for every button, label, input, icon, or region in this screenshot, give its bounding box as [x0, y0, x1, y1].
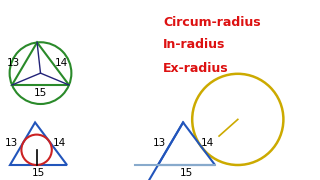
Text: Ex-radius: Ex-radius [163, 62, 228, 75]
Text: 14: 14 [53, 138, 66, 148]
Text: 14: 14 [201, 138, 214, 148]
Text: 15: 15 [32, 168, 45, 178]
Text: 14: 14 [55, 58, 68, 68]
Text: 13: 13 [5, 138, 19, 148]
Text: 15: 15 [180, 168, 193, 178]
Text: 15: 15 [34, 88, 47, 98]
Text: In-radius: In-radius [163, 39, 225, 51]
Text: Circum-radius: Circum-radius [163, 15, 260, 28]
Text: 13: 13 [7, 58, 20, 68]
Text: 13: 13 [153, 138, 166, 148]
